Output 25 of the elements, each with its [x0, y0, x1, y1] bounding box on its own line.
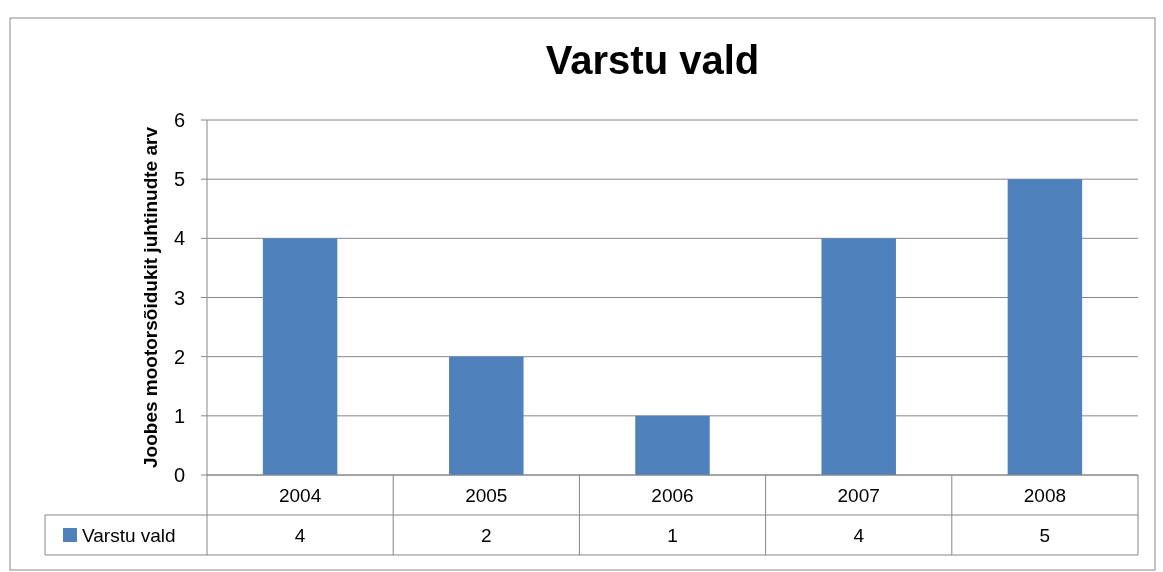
bar: [821, 238, 896, 475]
y-tick-label: 6: [173, 109, 185, 131]
bar: [449, 356, 524, 475]
data-label: 2: [481, 524, 492, 546]
y-tick-label: 4: [173, 227, 185, 250]
y-tick-label: 5: [173, 168, 185, 191]
x-tick-label: 2005: [465, 484, 508, 506]
bar: [635, 415, 710, 475]
data-label: 4: [294, 524, 306, 546]
chart-title: Varstu vald: [545, 38, 760, 82]
y-tick-label: 1: [173, 404, 185, 427]
x-tick-label: 2008: [1023, 484, 1067, 506]
legend-label: Varstu vald: [82, 524, 176, 546]
bar: [1007, 179, 1083, 475]
bar: [262, 238, 338, 475]
data-label: 1: [667, 524, 678, 546]
y-tick-label: 3: [173, 286, 185, 309]
data-label: 4: [853, 524, 865, 546]
y-axis-title: Joobes mootorsõidukit juhtinudte arv: [140, 126, 161, 468]
y-tick-label: 2: [173, 345, 185, 368]
x-tick-label: 2006: [651, 484, 694, 506]
data-label: 5: [1039, 524, 1051, 546]
y-tick-label: 0: [173, 464, 185, 486]
x-tick-label: 2007: [837, 484, 880, 506]
x-tick-label: 2004: [278, 484, 322, 506]
